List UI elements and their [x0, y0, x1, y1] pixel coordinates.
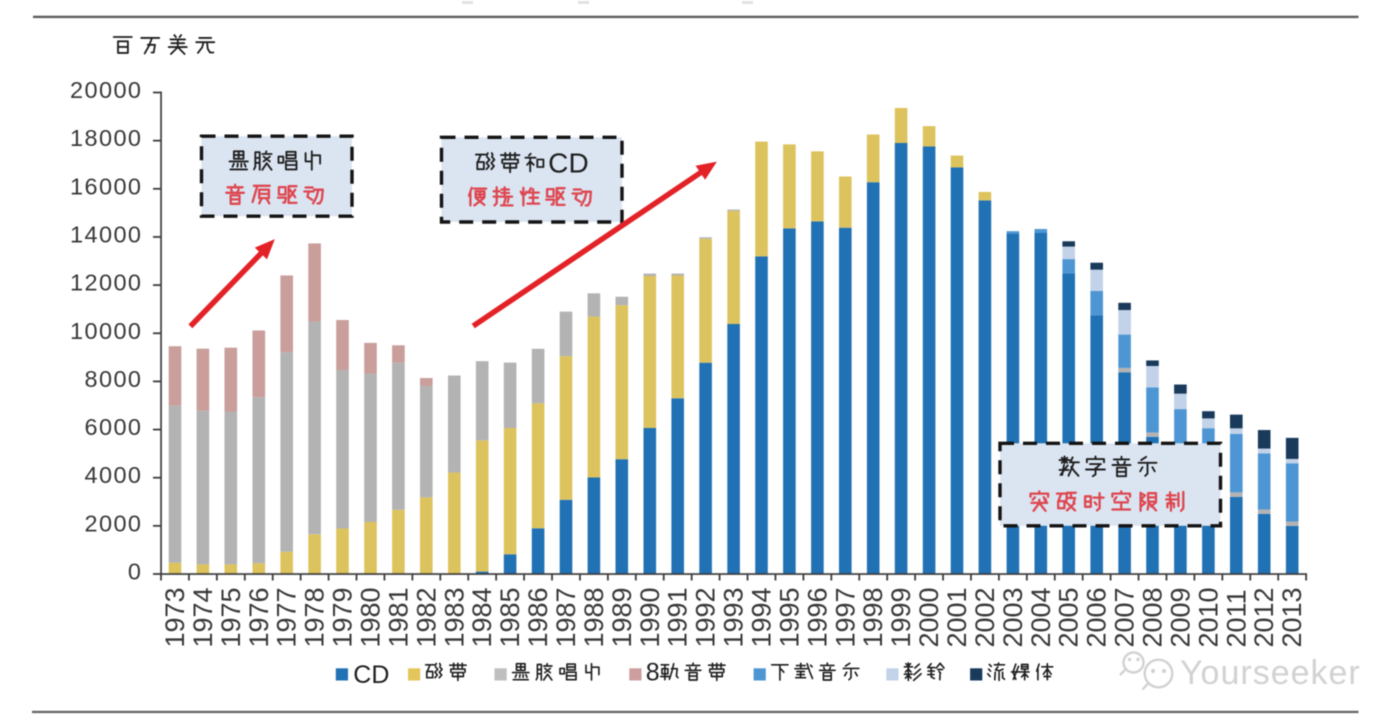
svg-text:1993: 1993 [719, 587, 749, 647]
svg-text:1990: 1990 [635, 587, 665, 647]
svg-text:1984: 1984 [467, 587, 497, 647]
svg-text:1983: 1983 [439, 587, 469, 647]
svg-text:2012: 2012 [1249, 587, 1279, 647]
svg-text:1979: 1979 [328, 587, 358, 647]
svg-text:6000: 6000 [85, 414, 143, 440]
svg-text:C: C [548, 148, 568, 179]
svg-text:2009: 2009 [1165, 587, 1195, 647]
svg-text:CD: CD [353, 661, 389, 689]
svg-text:1974: 1974 [188, 587, 218, 647]
svg-text:20000: 20000 [70, 77, 142, 103]
svg-text:10000: 10000 [70, 318, 142, 344]
svg-text:2010: 2010 [1193, 587, 1223, 647]
svg-text:2011: 2011 [1221, 589, 1251, 647]
svg-text:12000: 12000 [70, 270, 142, 296]
svg-text:1997: 1997 [830, 587, 860, 647]
svg-text:1980: 1980 [356, 587, 386, 647]
svg-text:Yourseeker: Yourseeker [1180, 654, 1361, 692]
svg-text:1994: 1994 [747, 587, 777, 647]
svg-text:1991: 1991 [663, 587, 693, 647]
svg-text:1986: 1986 [523, 587, 553, 647]
svg-text:2008: 2008 [1138, 587, 1168, 647]
svg-text:2000: 2000 [914, 587, 944, 647]
svg-text:2005: 2005 [1054, 587, 1084, 647]
svg-text:8000: 8000 [85, 366, 143, 392]
svg-text:1982: 1982 [411, 587, 441, 647]
svg-text:1998: 1998 [858, 587, 888, 647]
svg-text:18000: 18000 [70, 125, 142, 151]
svg-text:2000: 2000 [85, 510, 143, 536]
svg-text:1977: 1977 [272, 587, 302, 647]
svg-text:0: 0 [128, 559, 142, 585]
svg-text:1989: 1989 [607, 587, 637, 647]
svg-text:2006: 2006 [1082, 587, 1112, 647]
svg-text:1981: 1981 [383, 587, 413, 647]
svg-text:2002: 2002 [970, 587, 1000, 647]
svg-text:1978: 1978 [300, 587, 330, 647]
svg-text:D: D [569, 148, 589, 179]
svg-text:4000: 4000 [85, 462, 143, 488]
svg-text:1988: 1988 [579, 587, 609, 647]
svg-text:2001: 2001 [942, 587, 972, 647]
svg-text:2007: 2007 [1110, 587, 1140, 647]
svg-text:1985: 1985 [495, 587, 525, 647]
svg-text:1987: 1987 [551, 587, 581, 647]
svg-text:1975: 1975 [216, 587, 246, 647]
svg-text:8: 8 [646, 659, 660, 687]
svg-text:2013: 2013 [1277, 587, 1307, 647]
svg-text:14000: 14000 [70, 221, 142, 247]
svg-text:16000: 16000 [70, 173, 142, 199]
svg-text:1999: 1999 [886, 587, 916, 647]
svg-text:1973: 1973 [160, 587, 190, 647]
svg-text:1996: 1996 [802, 587, 832, 647]
svg-text:2003: 2003 [998, 587, 1028, 647]
svg-text:1995: 1995 [774, 587, 804, 647]
svg-text:1992: 1992 [691, 587, 721, 647]
svg-text:1976: 1976 [244, 587, 274, 647]
svg-text:2004: 2004 [1026, 587, 1056, 647]
